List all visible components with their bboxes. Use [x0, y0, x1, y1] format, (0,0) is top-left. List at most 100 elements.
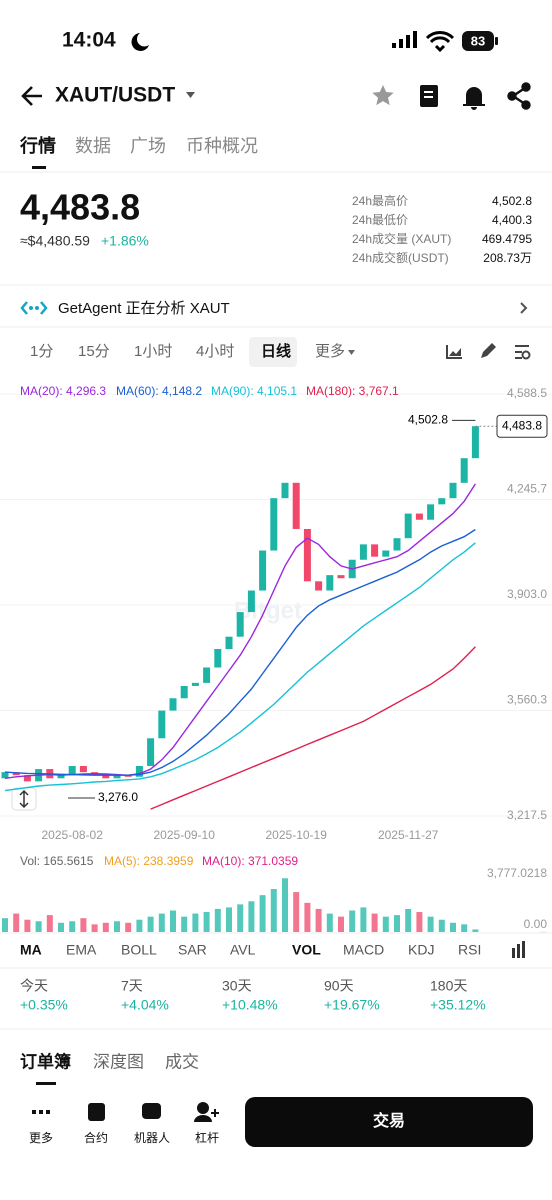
alert-button[interactable]: [463, 87, 485, 110]
trade-button[interactable]: [245, 1097, 533, 1147]
volume-bar: [181, 916, 188, 932]
indicator-tab[interactable]: VOL: [292, 942, 321, 958]
volume-bar: [2, 918, 8, 932]
dividers: [0, 171, 552, 1030]
indicator-tab[interactable]: KDJ: [408, 942, 434, 958]
volume-bar: [203, 912, 210, 932]
page-tab[interactable]: 币种概况: [186, 136, 258, 156]
nav-label[interactable]: 合约: [84, 1130, 108, 1145]
orderbook-tab[interactable]: 成交: [165, 1052, 199, 1071]
page-tab[interactable]: 广场: [130, 136, 166, 156]
interval-selected-bg: [249, 337, 297, 367]
nav-icons[interactable]: [32, 1102, 219, 1122]
interval-tab[interactable]: 日线: [261, 342, 291, 360]
indicator-tab[interactable]: BOLL: [121, 942, 157, 958]
indicator-tab[interactable]: SAR: [178, 942, 207, 958]
orderbook-tab[interactable]: 深度图: [93, 1052, 144, 1071]
indicator-tab[interactable]: MACD: [343, 942, 384, 958]
nav-label[interactable]: 机器人: [134, 1131, 170, 1145]
fiat-price: ≈$4,480.59: [20, 233, 90, 249]
pair-dropdown[interactable]: [186, 92, 195, 98]
favorite-button[interactable]: [372, 85, 394, 106]
candle: [460, 458, 468, 483]
agent-arrow[interactable]: [520, 302, 528, 314]
indicator-tab[interactable]: AVL: [230, 942, 256, 958]
trade-button-label[interactable]: 交易: [373, 1111, 405, 1130]
volume-bar: [158, 913, 165, 932]
volume-bar: [259, 895, 266, 932]
candle: [79, 765, 87, 773]
last-price-tag: [496, 414, 548, 438]
candle: [225, 636, 233, 650]
volume-bar: [136, 919, 143, 932]
candle: [303, 528, 311, 582]
candle: [247, 590, 255, 613]
volume-bar: [35, 921, 42, 932]
interval-tab[interactable]: 15分: [78, 343, 110, 360]
candle: [169, 698, 177, 711]
high-label: 4,502.8: [408, 413, 448, 427]
x-tick-label: 2025-09-10: [154, 828, 216, 842]
indicator-tab[interactable]: MA: [20, 942, 42, 958]
indicator-tab[interactable]: RSI: [458, 942, 481, 958]
share-button[interactable]: [507, 82, 531, 110]
interval-tab[interactable]: 更多: [315, 343, 345, 360]
indicator-settings[interactable]: [512, 941, 525, 958]
volume-legend: MA(5): 238.3959: [104, 854, 194, 868]
orderbook-tab[interactable]: 订单簿: [20, 1051, 71, 1071]
volume-bar: [24, 919, 31, 932]
price-change: +1.86%: [101, 233, 149, 249]
wifi-icon: [425, 31, 455, 53]
guide-button[interactable]: [420, 85, 438, 107]
candle: [180, 685, 188, 699]
y-tick-label: 4,245.7: [507, 482, 547, 496]
candle: [292, 482, 300, 529]
candle: [270, 498, 278, 551]
volume-bar: [427, 916, 434, 932]
candle: [113, 775, 121, 779]
volume-bar: [114, 921, 120, 932]
page-tab[interactable]: 行情: [19, 135, 56, 156]
last-price-label: 4,483.8: [502, 418, 542, 432]
chart-tools[interactable]: [446, 343, 531, 360]
interval-tab[interactable]: 4小时: [196, 343, 234, 360]
ma-line: [4, 542, 476, 792]
volume-bar: [405, 908, 412, 932]
pair-title[interactable]: XAUT/USDT: [55, 84, 175, 107]
candle: [382, 550, 390, 557]
candle: [124, 775, 132, 777]
nav-label[interactable]: 杠杆: [195, 1130, 219, 1145]
ma-legend: MA(180): 3,767.1: [306, 384, 399, 398]
agent-text[interactable]: GetAgent 正在分析 XAUT: [58, 300, 230, 317]
interval-tab[interactable]: 1分: [30, 343, 53, 360]
page-tab[interactable]: 数据: [75, 136, 111, 156]
stat-value: 469.4795: [482, 232, 532, 246]
nav-label[interactable]: 更多: [29, 1131, 53, 1145]
volume-bar: [226, 907, 232, 932]
volume-bar: [371, 913, 378, 932]
candle: [471, 426, 479, 459]
low-label: 3,276.0: [98, 790, 138, 804]
indicator-tab[interactable]: EMA: [66, 942, 97, 958]
candle: [158, 710, 166, 739]
volume-bar: [472, 929, 479, 932]
volume-bar: [349, 910, 356, 932]
y-tick-label: 3,217.5: [507, 808, 547, 822]
volume-bar: [58, 922, 64, 932]
crosshair-toggle[interactable]: [11, 787, 37, 811]
volume-bar: [338, 916, 344, 932]
more-dropdown[interactable]: [348, 350, 355, 355]
battery-tip: [495, 37, 498, 45]
volume-bar: [69, 921, 76, 932]
candle: [12, 772, 20, 776]
period-change: +19.67%: [324, 997, 380, 1013]
volume-bar: [394, 915, 400, 932]
volume-bar: [450, 922, 456, 932]
volume-bar: [91, 924, 98, 932]
back-button[interactable]: [21, 86, 42, 106]
volume-tick-label: 3,777.0218: [487, 866, 547, 880]
candle: [337, 575, 345, 579]
interval-tab[interactable]: 1小时: [134, 343, 172, 360]
period-label: 90天: [324, 978, 354, 994]
